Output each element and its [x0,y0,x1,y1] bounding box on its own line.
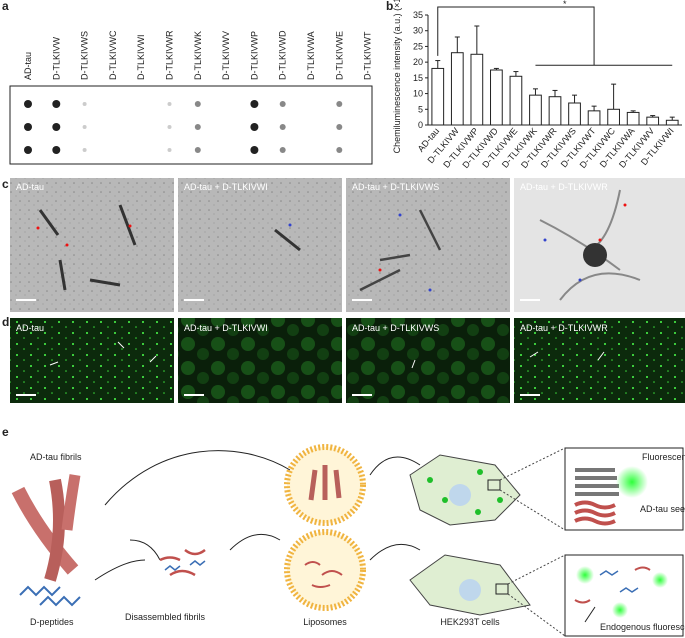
schematic-label: Endogenous fluorescent-labelled tau [600,622,685,632]
image-label: AD-tau [16,182,44,192]
blot-dot [250,146,259,154]
lane-label: D-TLKIVWP [249,31,259,80]
blot-dot [24,146,32,154]
panel-letter: e [2,425,9,439]
blot-dot [82,125,87,129]
significance-bracket [437,6,673,66]
blot-frame [9,85,373,165]
fluorescence-images [10,318,685,403]
schematic-label: HEK293T cells [440,617,500,627]
blot-dot [52,100,61,108]
image-label: AD-tau + D-TLKIVWS [352,182,439,192]
bar [587,110,601,126]
em-images [10,178,685,312]
bar [626,111,640,126]
lane-label: D-TLKIVW [51,36,61,80]
image-label: AD-tau + D-TLKIVWI [184,182,268,192]
lane-label: AD-tau [23,52,33,80]
bar [431,67,445,126]
blot-dot [24,100,32,108]
schematic-label: Fluorescent puncta [642,452,685,462]
y-tick-label: 35 [413,10,423,20]
blot-dot [167,102,172,106]
lane-label: D-TLKIVWE [334,31,344,80]
panel-letter: b [386,0,393,13]
bar [607,108,620,126]
lane-labels: AD-tau D-TLKIVW D-TLKIVWS D-TLKIVWC D-TLKIVW… [23,30,373,80]
bar [450,52,464,126]
image-label: AD-tau + D-TLKIVWS [352,323,439,333]
bar [568,102,581,126]
em-image [346,178,510,312]
schematic-label: D-peptides [30,617,74,627]
schematic-label: AD-tau seed [640,504,685,514]
blot-dot [279,124,286,130]
y-tick-label: 25 [413,41,423,51]
schematic-label: Disassembled fibrils [125,612,206,622]
y-tick-label: 15 [413,73,423,83]
blot-dot [82,148,87,152]
panel-letter: c [2,177,9,191]
blot-dot [336,147,343,153]
schematic-label: AD-tau fibrils [30,452,82,462]
blot-dot [279,147,286,153]
schematic-label: Liposomes [303,617,347,627]
blot-dot [167,125,172,129]
blot-dot [194,124,201,130]
lane-label: D-TLKIVWR [165,30,175,80]
em-image [178,178,342,312]
y-tick-label: 10 [413,89,423,99]
lane-label: D-TLKIVWS [80,31,90,80]
y-tick-label: 5 [418,104,423,114]
y-tick-label: 0 [418,120,423,130]
image-label: AD-tau + D-TLKIVWR [520,182,608,192]
lane-label: D-TLKIVWT [363,31,373,80]
lane-label: D-TLKIVWD [278,30,288,80]
blot-dot [250,100,259,108]
blot-dot [279,101,286,107]
blot-dot [167,148,172,152]
blot-dot [194,101,201,107]
blot-dot [336,124,343,130]
lane-label: D-TLKIVWI [136,34,146,80]
blot-dot [250,123,259,131]
lane-label: D-TLKIVWA [306,31,316,80]
y-axis-label: Chemiluminescence intensity (a.u.) (×10³… [392,0,402,153]
bar [470,53,484,126]
lane-label: D-TLKIVWK [193,31,203,80]
blot-dot [194,147,201,153]
lane-label: D-TLKIVWV [221,31,231,80]
blot-dot [52,123,61,131]
bar [646,116,660,126]
lane-label: D-TLKIVWC [108,30,118,80]
blot-dots [24,100,343,154]
schematic [11,444,684,637]
image-label: AD-tau + D-TLKIVWR [520,323,608,333]
blot-dot [52,146,61,154]
bar [529,94,542,126]
panel-letter: a [2,0,9,13]
bar [665,119,679,126]
bar [490,69,503,126]
blot-dot [24,123,32,131]
significance-mark: * [563,0,567,9]
y-tick-label: 30 [413,26,423,36]
image-label: AD-tau [16,323,44,333]
bar [509,75,523,126]
blot-dot [82,102,87,106]
y-tick-label: 20 [413,57,423,67]
image-label: AD-tau + D-TLKIVWI [184,323,268,333]
em-image [10,178,174,312]
panel-letter: d [2,315,9,329]
bar [548,96,562,126]
blot-dot [336,101,343,107]
